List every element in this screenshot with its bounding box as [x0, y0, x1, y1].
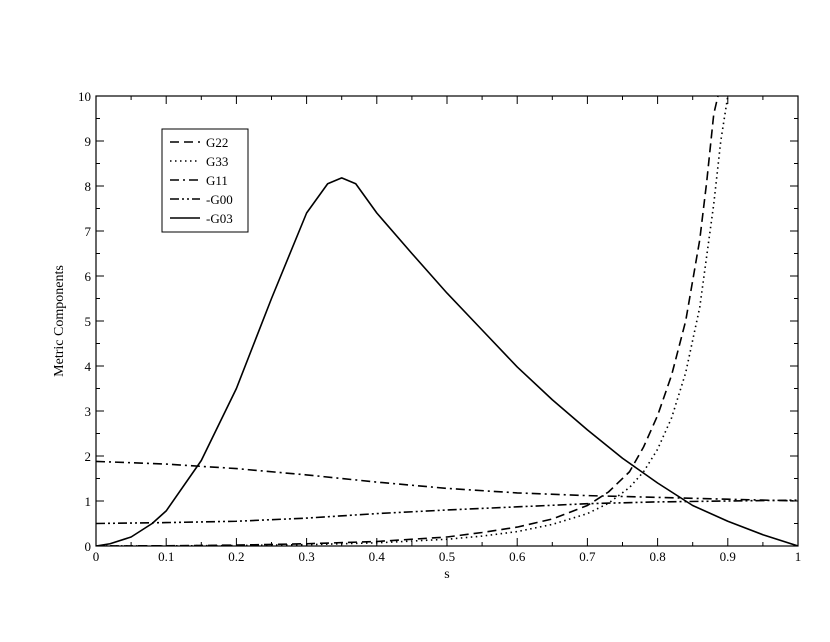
y-tick-label: 0 — [85, 539, 92, 554]
y-tick-label: 4 — [85, 359, 92, 374]
x-axis-label: s — [444, 567, 449, 582]
y-tick-label: 5 — [85, 314, 92, 329]
ticks-layer: 0 0.1 0.2 0.3 0.4 0.5 0.6 0.7 0.8 0.9 101234567891… — [78, 89, 801, 564]
legend-label: -G03 — [206, 211, 233, 226]
x-tick-label: 0 — [93, 549, 100, 564]
series-line-g00 — [96, 499, 798, 525]
y-tick-label: 6 — [85, 269, 92, 284]
y-tick-label: 2 — [85, 449, 92, 464]
y-tick-label: 7 — [85, 224, 92, 239]
y-tick-label: 9 — [85, 134, 92, 149]
series-layer — [96, 96, 798, 546]
x-tick-label: 0.3 — [298, 549, 314, 564]
series-line-g03 — [96, 177, 798, 546]
legend-label: G22 — [206, 135, 228, 150]
x-tick-label: 0.8 — [649, 549, 665, 564]
legend: G22 G33 G11 -G00 -G03 — [161, 128, 249, 233]
series-line-g22 — [96, 96, 719, 546]
x-tick-label: 0.7 — [579, 549, 596, 564]
series-line-g33 — [96, 96, 729, 546]
legend-label: G33 — [206, 154, 228, 169]
y-tick-label: 3 — [85, 404, 92, 419]
x-tick-label: 1 — [795, 549, 802, 564]
x-tick-label: 0.2 — [228, 549, 244, 564]
legend-label: -G00 — [206, 192, 233, 207]
x-tick-label: 0.5 — [439, 549, 455, 564]
y-tick-label: 8 — [85, 179, 92, 194]
y-tick-label: 10 — [78, 89, 91, 104]
x-tick-label: 0.4 — [369, 549, 386, 564]
y-tick-label: 1 — [85, 494, 92, 509]
legend-label: G11 — [206, 173, 228, 188]
x-tick-label: 0.9 — [720, 549, 736, 564]
x-tick-label: 0.6 — [509, 549, 526, 564]
series-line-g11 — [96, 460, 798, 502]
y-axis-label: Metric Components — [52, 265, 67, 377]
x-tick-label: 0.1 — [158, 549, 174, 564]
